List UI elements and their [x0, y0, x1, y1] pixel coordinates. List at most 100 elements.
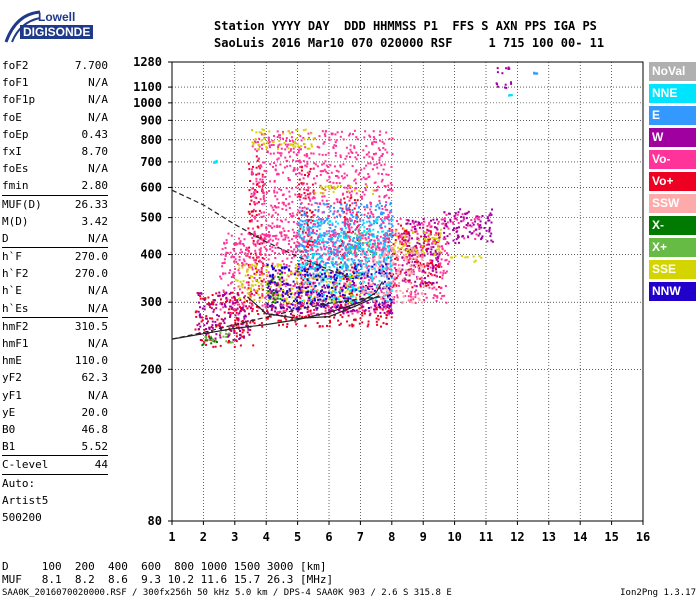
param-row: h`F2 270.0 [2, 265, 108, 282]
echo-point [328, 136, 331, 139]
echo-point [388, 219, 391, 222]
echo-point [302, 304, 305, 307]
echo-point [333, 229, 336, 231]
echo-point [241, 331, 244, 334]
echo-point [300, 223, 303, 226]
echo-point [383, 257, 386, 260]
echo-point [279, 287, 282, 290]
echo-point [247, 227, 250, 230]
echo-point [260, 270, 263, 273]
echo-point [379, 305, 381, 308]
echo-point [243, 260, 246, 263]
echo-point [311, 301, 314, 304]
echo-point [225, 296, 228, 299]
echo-point [303, 138, 306, 141]
echo-point [361, 309, 364, 312]
echo-point [404, 269, 407, 272]
echo-point [289, 143, 292, 146]
echo-point [354, 244, 356, 247]
echo-point [225, 239, 228, 242]
echo-point [337, 250, 340, 253]
echo-point [290, 187, 293, 190]
echo-point [339, 215, 342, 217]
echo-point [457, 222, 460, 224]
echo-point [414, 296, 417, 299]
echo-point [300, 193, 303, 196]
echo-point [439, 232, 442, 235]
echo-point [208, 304, 211, 306]
echo-point [378, 224, 381, 227]
echo-point [338, 298, 341, 301]
echo-point [237, 313, 240, 316]
echo-point [412, 248, 415, 251]
echo-point [203, 341, 206, 344]
echo-point [324, 309, 327, 312]
echo-point [344, 310, 346, 313]
echo-point [384, 249, 387, 252]
echo-point [300, 282, 303, 285]
echo-point [370, 205, 373, 208]
echo-point [303, 254, 306, 257]
echo-point [329, 296, 332, 299]
echo-point [251, 280, 254, 283]
echo-point [264, 254, 267, 257]
echo-point [254, 148, 257, 151]
echo-point [245, 248, 247, 251]
echo-point [250, 219, 253, 222]
echo-point [461, 234, 464, 237]
echo-point [238, 288, 241, 291]
echo-point [316, 289, 319, 291]
echo-point [245, 324, 248, 327]
echo-point [384, 301, 386, 303]
param-value: 7.700 [74, 59, 108, 72]
echo-point [314, 163, 317, 166]
echo-point [297, 267, 300, 270]
param-value: 44 [94, 458, 108, 472]
echo-point [324, 291, 327, 293]
echo-point [243, 309, 246, 312]
echo-point [310, 216, 313, 218]
echo-point [203, 305, 206, 308]
echo-point [338, 282, 341, 285]
echo-point [296, 282, 299, 285]
echo-point [308, 147, 311, 150]
echo-point [300, 269, 303, 272]
echo-point [269, 285, 272, 288]
echo-point [334, 253, 337, 255]
echo-point [363, 205, 366, 208]
echo-point [314, 192, 317, 194]
echo-point [274, 195, 277, 198]
echo-point [378, 195, 381, 198]
echo-point [335, 220, 337, 223]
echo-point [215, 325, 218, 328]
echo-point [263, 161, 266, 164]
echo-point [444, 243, 447, 245]
echo-point [300, 277, 303, 280]
echo-point [378, 242, 381, 245]
echo-point [383, 195, 386, 198]
echo-point [257, 313, 260, 315]
echo-point [375, 189, 378, 192]
echo-point [298, 249, 301, 252]
param-name: MUF(D) [2, 197, 42, 211]
echo-point [332, 263, 334, 266]
echo-point [292, 168, 295, 171]
echo-point [393, 301, 396, 304]
echo-point [411, 286, 414, 289]
echo-point [278, 152, 281, 155]
echo-point [392, 284, 395, 287]
echo-point [347, 190, 350, 193]
echo-point [381, 255, 384, 258]
echo-point [379, 235, 382, 238]
echo-point [332, 185, 335, 188]
echo-point [228, 301, 231, 304]
echo-point [377, 215, 380, 218]
echo-point [309, 249, 312, 252]
echo-point [286, 274, 289, 277]
echo-point [321, 268, 324, 271]
echo-point [262, 196, 265, 198]
echo-point [407, 248, 410, 251]
echo-point [373, 239, 376, 242]
echo-point [250, 302, 253, 305]
echo-point [332, 146, 335, 149]
